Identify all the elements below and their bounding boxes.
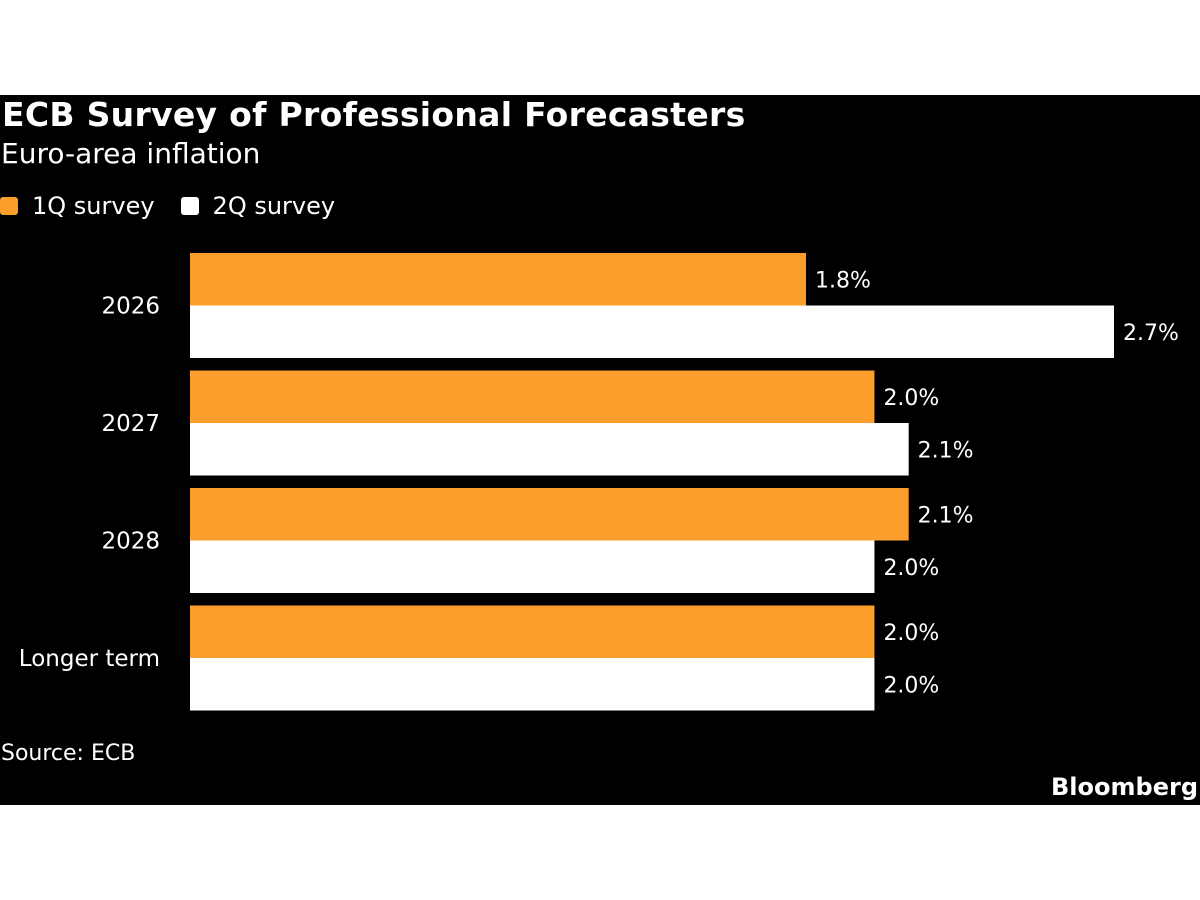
data-label: 2.0%	[883, 556, 939, 581]
data-label: 2.1%	[918, 503, 974, 528]
category-label: 2027	[101, 411, 160, 437]
bar-2q	[190, 540, 875, 593]
data-label: 1.8%	[815, 268, 871, 293]
category-label: 2026	[101, 294, 160, 320]
category-label: Longer term	[19, 646, 160, 672]
data-label: 2.0%	[883, 621, 939, 646]
data-label: 2.0%	[883, 673, 939, 698]
bloomberg-logo: Bloomberg	[1051, 773, 1198, 801]
legend-label-1q: 1Q survey	[32, 192, 155, 220]
legend-swatch-1q	[0, 197, 18, 215]
bar-chart: 2026 1.8% 2.7% 2027 2.0% 2.1% 2028 2.1% 2.0% Long…	[19, 253, 1179, 711]
bar-2q	[190, 658, 875, 711]
bar-1q	[190, 488, 909, 541]
bar-1q	[190, 253, 806, 306]
bar-1q	[190, 370, 875, 423]
category-label: 2028	[101, 529, 160, 555]
legend-item-2q: 2Q survey	[180, 192, 336, 220]
data-label: 2.1%	[918, 438, 974, 463]
bar-2q	[190, 423, 909, 476]
bar-1q	[190, 605, 875, 658]
legend-item-1q: 1Q survey	[0, 192, 155, 220]
bar-2q	[190, 305, 1114, 358]
chart-subtitle: Euro-area inflation	[1, 137, 261, 170]
legend-label-2q: 2Q survey	[212, 192, 336, 220]
legend-swatch-2q	[180, 197, 199, 215]
legend: 1Q survey 2Q survey	[0, 192, 361, 220]
source-note: Source: ECB	[1, 741, 136, 766]
data-label: 2.7%	[1123, 321, 1179, 346]
chart-title: ECB Survey of Professional Forecasters	[2, 95, 746, 134]
chart-panel: ECB Survey of Professional Forecasters E…	[0, 95, 1200, 805]
data-label: 2.0%	[883, 386, 939, 411]
